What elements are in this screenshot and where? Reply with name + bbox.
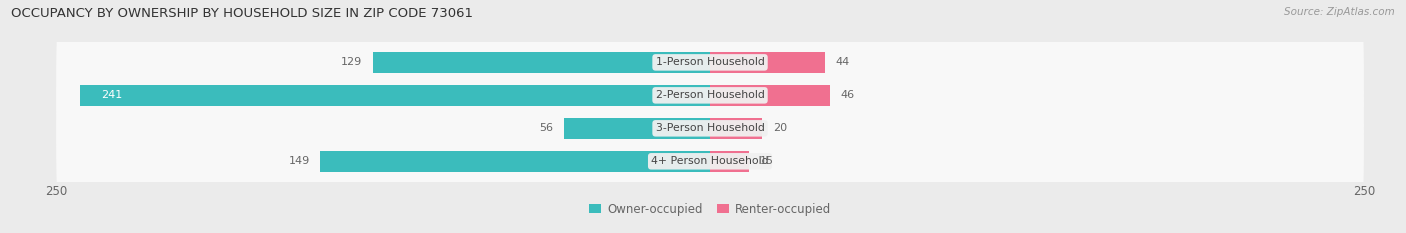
FancyBboxPatch shape	[56, 50, 1364, 207]
Text: 44: 44	[835, 57, 849, 67]
Bar	[710, 85, 831, 106]
Bar	[321, 151, 710, 171]
Text: 2-Person Household: 2-Person Household	[655, 90, 765, 100]
Bar	[710, 118, 762, 139]
Text: 20: 20	[773, 123, 787, 133]
Text: 1-Person Household: 1-Person Household	[655, 57, 765, 67]
Text: 241: 241	[101, 90, 122, 100]
Text: 4+ Person Household: 4+ Person Household	[651, 156, 769, 166]
Text: 129: 129	[342, 57, 363, 67]
FancyBboxPatch shape	[56, 82, 1364, 233]
FancyBboxPatch shape	[53, 0, 1367, 174]
Legend: Owner-occupied, Renter-occupied: Owner-occupied, Renter-occupied	[585, 198, 835, 221]
FancyBboxPatch shape	[53, 0, 1367, 207]
Text: 3-Person Household: 3-Person Household	[655, 123, 765, 133]
FancyBboxPatch shape	[56, 0, 1364, 141]
Bar	[373, 52, 710, 73]
Bar	[80, 85, 710, 106]
Bar	[564, 118, 710, 139]
FancyBboxPatch shape	[53, 17, 1367, 233]
Bar	[710, 151, 749, 171]
Text: 46: 46	[841, 90, 855, 100]
Text: OCCUPANCY BY OWNERSHIP BY HOUSEHOLD SIZE IN ZIP CODE 73061: OCCUPANCY BY OWNERSHIP BY HOUSEHOLD SIZE…	[11, 7, 474, 20]
Bar	[710, 52, 825, 73]
Text: 56: 56	[538, 123, 553, 133]
Text: Source: ZipAtlas.com: Source: ZipAtlas.com	[1284, 7, 1395, 17]
Text: 149: 149	[288, 156, 309, 166]
FancyBboxPatch shape	[53, 50, 1367, 233]
FancyBboxPatch shape	[56, 17, 1364, 174]
Text: 15: 15	[759, 156, 773, 166]
